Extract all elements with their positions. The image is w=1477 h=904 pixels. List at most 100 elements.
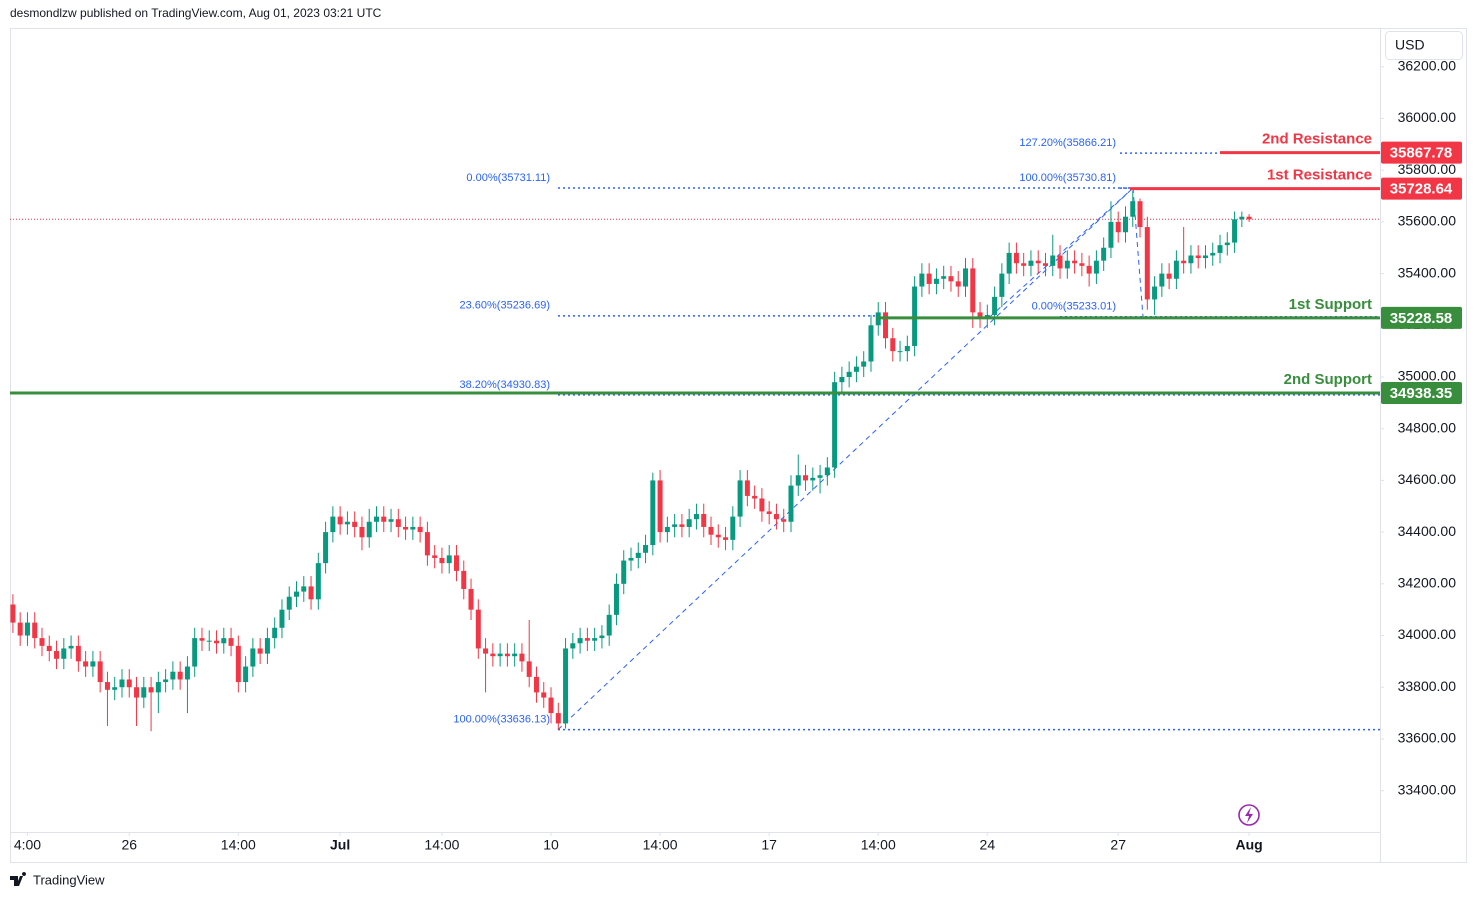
candle-body	[1173, 260, 1179, 279]
candle-body	[1217, 245, 1223, 253]
candle-body	[439, 557, 445, 564]
y-tick-label: 34600.00	[1398, 471, 1457, 487]
fib-label: 127.20%(35866.21)	[1019, 137, 1116, 149]
candle-body	[32, 622, 38, 639]
logo-text: TradingView	[33, 872, 105, 887]
candle-body	[264, 638, 270, 654]
candle-body	[141, 687, 147, 698]
plot-area: 0.00%(35731.11) 23.60%(35236.69) 38.20%(34…	[10, 137, 1380, 732]
candle-body	[388, 519, 394, 522]
candle-body	[1159, 273, 1165, 287]
candle-body	[126, 679, 132, 688]
candle-body	[708, 526, 714, 535]
price-tag-label: 35867.78	[1390, 145, 1453, 162]
candle-body	[701, 514, 707, 527]
y-tick-label: 33600.00	[1398, 730, 1457, 746]
candle-body	[519, 653, 525, 662]
candle-body	[853, 366, 859, 372]
candle-body	[912, 286, 918, 346]
candle-body	[1122, 216, 1128, 233]
candle-body	[206, 640, 212, 642]
candle-body	[1152, 286, 1158, 300]
candle-body	[592, 638, 598, 641]
candle-body	[1006, 252, 1012, 274]
level-label: 2nd Resistance	[1262, 131, 1372, 148]
candle-body	[781, 519, 787, 522]
x-tick-label: 26	[121, 837, 137, 853]
candle-body	[243, 666, 249, 683]
candle-body	[366, 521, 372, 538]
candle-body	[766, 511, 772, 515]
candle-body	[563, 648, 569, 724]
candle-body	[381, 516, 387, 522]
price-tag-label: 35728.64	[1390, 181, 1453, 198]
fib-label: 100.00%(35730.81)	[1019, 172, 1116, 184]
y-tick-label: 33800.00	[1398, 678, 1457, 694]
level-label: 1st Support	[1289, 296, 1372, 313]
candle-body	[628, 557, 634, 561]
candle-body	[75, 645, 81, 662]
candle-body	[148, 687, 154, 693]
candle-body	[897, 351, 903, 353]
candle-body	[963, 268, 969, 287]
candle-body	[730, 516, 736, 540]
candle-body	[24, 622, 30, 636]
candle-body	[992, 296, 998, 315]
candle-body	[359, 526, 365, 538]
x-tick-label: 17	[761, 837, 777, 853]
candle-body	[403, 526, 409, 530]
candle-body	[424, 532, 430, 556]
candle-body	[737, 480, 743, 517]
candle-body	[570, 643, 576, 649]
candle-body	[235, 645, 241, 683]
candle-body	[1028, 260, 1034, 266]
candle-body	[744, 480, 750, 496]
y-tick-label: 35800.00	[1398, 161, 1457, 177]
candle-body	[541, 692, 547, 698]
candle-body	[461, 570, 467, 589]
candle-body	[657, 480, 663, 533]
candle-body	[97, 661, 103, 683]
candle-body	[679, 524, 685, 527]
candle-body	[410, 526, 416, 530]
x-tick-label: 14:00	[424, 837, 459, 853]
candle-body	[693, 514, 699, 520]
candle-body	[1050, 255, 1056, 266]
candle-body	[919, 273, 925, 287]
candle-body	[512, 653, 518, 657]
y-tick-label: 36000.00	[1398, 109, 1457, 125]
candle-body	[315, 563, 321, 600]
y-tick-label: 35600.00	[1398, 213, 1457, 229]
currency-box[interactable]	[1385, 31, 1463, 60]
candle-body	[1144, 227, 1150, 300]
y-tick-label: 34400.00	[1398, 523, 1457, 539]
candle-body	[984, 314, 990, 318]
candle-body	[613, 583, 619, 615]
fib-label: 38.20%(34930.83)	[459, 379, 550, 391]
candle-body	[54, 651, 60, 659]
candle-body	[577, 638, 583, 644]
candle-body	[723, 537, 729, 540]
candle-body	[1202, 255, 1208, 259]
fib-label: 0.00%(35233.01)	[1032, 301, 1116, 313]
fib-label: 23.60%(35236.69)	[459, 300, 550, 312]
candle-body	[795, 475, 801, 486]
candle-body	[134, 687, 140, 698]
y-tick-label: 33400.00	[1398, 781, 1457, 797]
candle-body	[584, 638, 590, 641]
y-tick-label: 35000.00	[1398, 368, 1457, 384]
candle-body	[1210, 252, 1216, 256]
candle-body	[832, 382, 838, 468]
candle-body	[279, 609, 285, 628]
candle-body	[90, 661, 96, 667]
candle-body	[475, 609, 481, 649]
candle-body	[715, 534, 721, 538]
candle-body	[344, 521, 350, 525]
candle-body	[417, 526, 423, 533]
x-tick-label: Jul	[330, 837, 350, 853]
candle-body	[977, 312, 983, 318]
candle-body	[788, 485, 794, 522]
level-label: 1st Resistance	[1267, 167, 1372, 184]
alert-icon[interactable]	[1238, 804, 1260, 826]
